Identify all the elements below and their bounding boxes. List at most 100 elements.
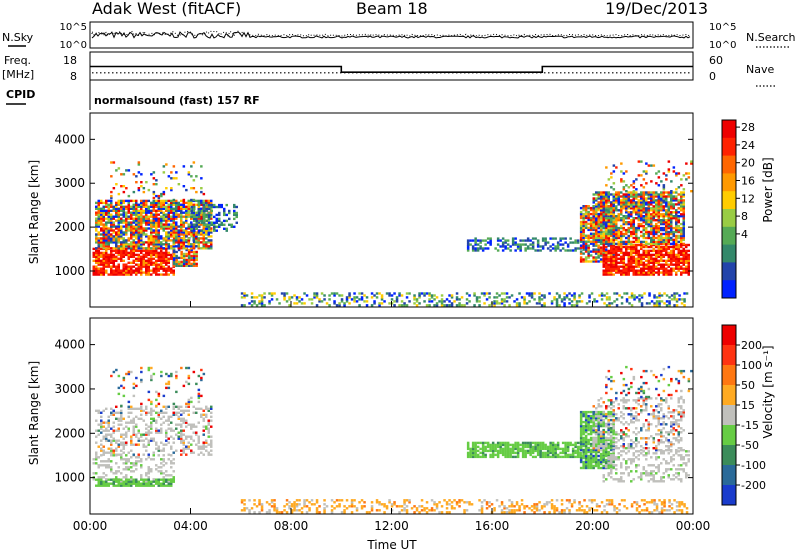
scatter-cell [645,227,648,229]
scatter-cell [356,296,359,298]
scatter-cell [593,219,596,221]
scatter-cell [153,258,156,260]
scatter-cell [203,426,206,428]
scatter-cell [145,412,148,414]
scatter-cell [396,296,399,298]
scatter-cell [469,239,472,241]
scatter-cell [165,412,168,414]
scatter-cell [467,239,470,241]
scatter-cell [163,395,166,397]
scatter-cell [472,239,475,241]
scatter-cell [158,412,161,414]
scatter-cell [180,454,183,456]
scatter-cell [135,479,138,481]
scatter-cell [653,191,656,193]
scatter-cell [128,422,131,424]
scatter-cell [208,444,211,446]
scatter-cell [600,191,603,193]
scatter-cell [635,178,638,180]
scatter-cell [110,247,113,249]
scatter-cell [363,501,366,503]
scatter-cell [165,268,168,270]
scatter-cell [148,391,151,393]
scatter-cell [170,200,173,202]
scatter-cell [203,193,206,195]
scatter-cell [428,292,431,294]
scatter-cell [685,172,688,174]
scatter-cell [441,298,444,300]
scatter-cell [675,172,678,174]
scatter-cell [233,218,236,220]
scatter-cell [268,509,271,511]
scatter-cell [501,292,504,294]
scatter-cell [208,222,211,224]
scatter-cell [143,216,146,218]
scatter-cell [178,436,181,438]
scatter-cell [263,296,266,298]
scatter-cell [180,233,183,235]
scatter-cell [678,211,681,213]
scatter-cell [413,511,416,513]
scatter-cell [448,294,451,296]
scatter-cell [348,292,351,294]
scatter-cell [165,231,168,233]
scatter-cell [391,298,394,300]
scatter-cell [223,208,226,210]
scatter-cell [128,412,131,414]
scatter-cell [138,171,141,173]
scatter-cell [183,212,186,214]
scatter-cell [123,468,126,470]
scatter-cell [145,260,148,262]
scatter-cell [123,387,126,389]
scatter-cell [271,499,274,501]
scatter-cell [210,412,213,414]
scatter-cell [366,511,369,513]
scatter-cell [388,292,391,294]
scatter-cell [165,440,168,442]
scatter-cell [283,509,286,511]
scatter-cell [625,184,628,186]
scatter-cell [661,300,664,302]
scatter-cell [95,442,98,444]
scatter-cell [150,250,153,252]
scatter-cell [506,296,509,298]
scatter-cell [170,479,173,481]
scatter-cell [358,501,361,503]
scatter-cell [502,241,505,243]
scatter-cell [123,173,126,175]
scatter-cell [150,481,153,483]
scatter-cell [153,452,156,454]
scatter-cell [516,302,519,304]
scatter-cell [603,302,606,304]
scatter-cell [678,193,681,195]
scatter-cell [580,221,583,223]
scatter-cell [406,304,409,306]
scatter-cell [196,228,199,230]
scatter-cell [100,248,103,250]
scatter-cell [170,416,173,418]
scatter-cell [100,200,103,202]
scatter-cell [620,170,623,172]
scatter-cell [648,246,651,248]
scatter-cell [431,507,434,509]
scatter-cell [105,481,108,483]
scatter-cell [133,395,136,397]
scatter-cell [150,438,153,440]
scatter-cell [193,243,196,245]
scatter-cell [523,296,526,298]
scatter-cell [458,302,461,304]
scatter-cell [145,432,148,434]
scatter-cell [160,424,163,426]
scatter-cell [236,212,239,214]
nsearch-label: N.Search [746,31,796,44]
scatter-cell [668,270,671,272]
scatter-cell [620,270,623,272]
scatter-cell [391,503,394,505]
scatter-cell [658,260,661,262]
scatter-cell [198,422,201,424]
scatter-cell [643,250,646,252]
scatter-cell [108,458,111,460]
scatter-cell [585,205,588,207]
scatter-cell [635,201,638,203]
scatter-cell [253,300,256,302]
